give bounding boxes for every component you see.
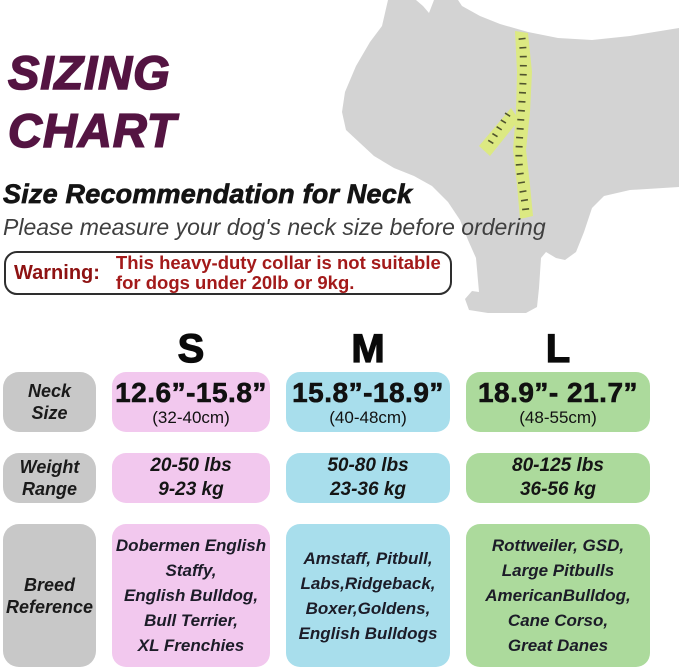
neck-range-s: 12.6”-15.8” [115,376,267,408]
breed-list-s: Dobermen English Staffy, English Bulldog… [115,536,267,655]
page-subtitle: Size Recommendation for Neck [3,179,413,210]
breed-cell-l: Rottweiler, GSD, Large Pitbulls American… [466,524,650,667]
dog-silhouette [342,0,679,313]
row-label-text: Neck Size [27,381,72,423]
neck-size-cell-m: 15.8”-18.9” (40-48cm) [286,372,450,432]
warning-label: Warning: [14,261,100,284]
weight-cell-s: 20-50 lbs 9-23 kg [112,453,270,503]
dog-illustration [330,0,679,320]
row-label-breed-reference: Breed Reference [3,524,96,667]
dog-silhouette-svg [342,0,679,313]
neck-range-cm-s: (32-40cm) [152,407,230,427]
weight-range-l: 80-125 lbs 36-56 kg [512,455,604,500]
weight-range-m: 50-80 lbs 23-36 kg [327,455,409,500]
weight-cell-m: 50-80 lbs 23-36 kg [286,453,450,503]
neck-range-l: 18.9”- 21.7” [477,376,639,408]
breed-cell-s: Dobermen English Staffy, English Bulldog… [112,524,270,667]
title-line-2: CHART [7,103,177,158]
measuring-tape [513,31,533,219]
weight-range-s: 20-50 lbs 9-23 kg [150,455,232,500]
size-header-m: M [351,326,386,371]
row-label-weight-range: Weight Range [3,453,96,503]
warning-message: This heavy-duty collar is not suitable f… [115,252,441,293]
breed-cell-m: Amstaff, Pitbull, Labs,Ridgeback, Boxer,… [286,524,450,667]
neck-range-cm-l: (48-55cm) [519,407,597,427]
weight-cell-l: 80-125 lbs 36-56 kg [466,453,650,503]
breed-list-l: Rottweiler, GSD, Large Pitbulls American… [485,536,631,655]
row-label-neck-size: Neck Size [3,372,96,432]
row-label-text: Weight Range [19,457,80,499]
warning-box: Warning: This heavy-duty collar is not s… [4,251,452,295]
page-title: SIZING CHART [7,44,177,160]
row-label-text: Breed Reference [5,574,94,617]
size-header-s: S [177,326,205,371]
measuring-tape-branch [479,108,519,156]
neck-range-m: 15.8”-18.9” [292,376,444,408]
neck-size-cell-s: 12.6”-15.8” (32-40cm) [112,372,270,432]
title-line-1: SIZING [7,45,171,100]
size-header-l: L [545,326,571,371]
measure-note: Please measure your dog's neck size befo… [3,214,546,240]
tape-branch-tick-marks [484,112,511,150]
neck-size-cell-l: 18.9”- 21.7” (48-55cm) [466,372,650,432]
breed-list-m: Amstaff, Pitbull, Labs,Ridgeback, Boxer,… [298,548,438,643]
neck-range-cm-m: (40-48cm) [329,407,407,427]
